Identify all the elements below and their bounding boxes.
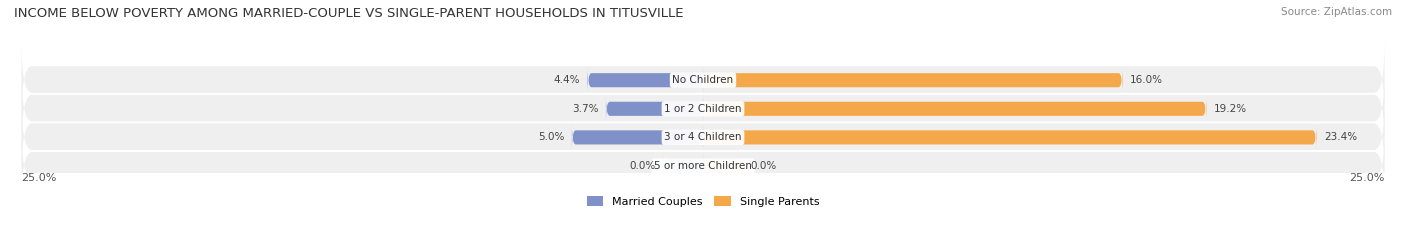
FancyBboxPatch shape (703, 153, 742, 179)
Text: No Children: No Children (672, 75, 734, 85)
FancyBboxPatch shape (703, 124, 1316, 150)
Text: 3.7%: 3.7% (572, 104, 598, 114)
FancyBboxPatch shape (21, 68, 1385, 148)
FancyBboxPatch shape (606, 96, 703, 122)
Text: 5.0%: 5.0% (537, 132, 564, 142)
Text: 25.0%: 25.0% (1350, 173, 1385, 183)
FancyBboxPatch shape (588, 67, 703, 93)
Legend: Married Couples, Single Parents: Married Couples, Single Parents (586, 196, 820, 207)
Text: 19.2%: 19.2% (1215, 104, 1247, 114)
Text: 25.0%: 25.0% (21, 173, 56, 183)
FancyBboxPatch shape (664, 153, 703, 179)
Text: 16.0%: 16.0% (1130, 75, 1163, 85)
FancyBboxPatch shape (21, 125, 1385, 205)
Text: 0.0%: 0.0% (630, 161, 655, 171)
Text: 23.4%: 23.4% (1324, 132, 1357, 142)
FancyBboxPatch shape (21, 97, 1385, 177)
FancyBboxPatch shape (21, 40, 1385, 120)
FancyBboxPatch shape (572, 124, 703, 150)
Text: 1 or 2 Children: 1 or 2 Children (664, 104, 742, 114)
Text: Source: ZipAtlas.com: Source: ZipAtlas.com (1281, 7, 1392, 17)
Text: 0.0%: 0.0% (751, 161, 776, 171)
FancyBboxPatch shape (703, 67, 1122, 93)
Text: INCOME BELOW POVERTY AMONG MARRIED-COUPLE VS SINGLE-PARENT HOUSEHOLDS IN TITUSVI: INCOME BELOW POVERTY AMONG MARRIED-COUPL… (14, 7, 683, 20)
Text: 5 or more Children: 5 or more Children (654, 161, 752, 171)
Text: 3 or 4 Children: 3 or 4 Children (664, 132, 742, 142)
FancyBboxPatch shape (703, 96, 1206, 122)
Text: 4.4%: 4.4% (554, 75, 579, 85)
